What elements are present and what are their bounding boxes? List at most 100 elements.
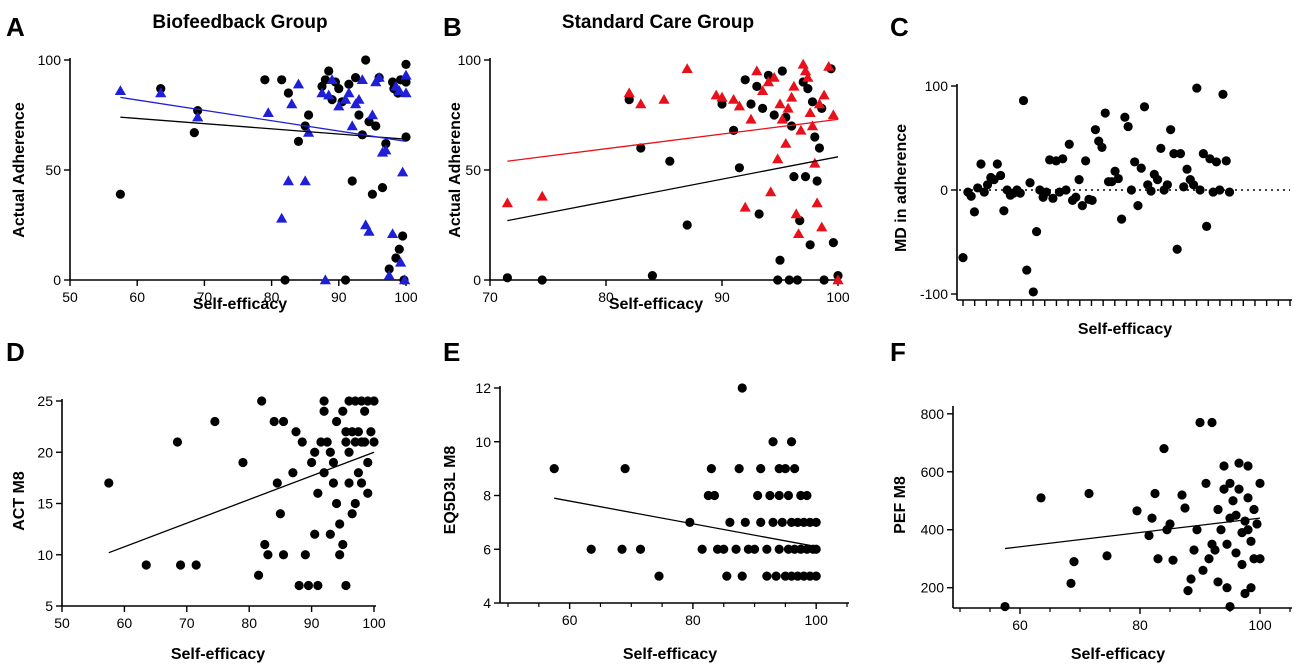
data-point: [1234, 458, 1244, 468]
data-point: [1231, 510, 1241, 520]
data-point-triangle: [395, 256, 407, 267]
data-point: [1139, 102, 1150, 112]
data-point: [344, 79, 354, 89]
chart-title: Standard Care Group: [562, 12, 754, 33]
data-point: [257, 396, 267, 406]
data-point: [706, 464, 717, 474]
x-tick-label: 90: [714, 289, 730, 305]
data-point: [1015, 188, 1025, 198]
data-point: [310, 447, 320, 457]
panel-letter: F: [890, 337, 906, 367]
data-point-triangle: [818, 89, 830, 100]
data-point: [1237, 559, 1247, 570]
data-point: [1202, 221, 1212, 231]
data-point: [777, 66, 787, 76]
y-tick-label: 15: [37, 496, 53, 512]
data-point: [537, 275, 547, 285]
data-point: [1022, 265, 1032, 275]
data-point: [1189, 545, 1199, 555]
data-point: [811, 544, 821, 554]
data-point: [367, 189, 377, 199]
data-point: [364, 117, 374, 127]
data-point: [381, 139, 391, 149]
data-point-triangle: [765, 186, 777, 197]
y-tick-label: 10: [475, 434, 491, 450]
data-point-triangle: [772, 153, 784, 164]
data-point-triangle: [745, 113, 757, 124]
data-point-triangle: [400, 69, 412, 80]
y-axis-label: ACT M8: [11, 471, 28, 531]
x-tick-label: 100: [394, 289, 418, 305]
data-point: [1243, 461, 1253, 471]
data-point: [328, 457, 339, 468]
data-point: [350, 498, 360, 509]
y-tick-label: 25: [37, 393, 53, 409]
data-point: [288, 468, 298, 478]
data-point-triangle: [780, 138, 792, 148]
y-tick-label: 20: [37, 444, 53, 460]
data-point: [307, 457, 317, 468]
data-point-triangle: [768, 72, 780, 82]
data-point: [1255, 478, 1265, 488]
data-point: [1213, 504, 1223, 515]
data-point: [1216, 525, 1226, 535]
data-point-triangle: [373, 72, 385, 82]
data-point: [172, 437, 183, 447]
data-point-triangle: [326, 74, 338, 84]
data-point: [737, 383, 747, 393]
data-point: [325, 447, 335, 457]
data-point-triangle: [386, 228, 399, 238]
data-point: [828, 238, 838, 248]
data-point: [1120, 112, 1130, 122]
x-tick-label: 50: [62, 289, 78, 305]
data-point: [777, 517, 787, 527]
data-point: [1031, 227, 1042, 237]
y-tick-label: 0: [940, 182, 948, 198]
panel-C: C Self-efficacy MD in adherence -100 0 100: [890, 12, 1292, 338]
data-point-triangle: [192, 111, 204, 122]
data-point: [784, 275, 794, 285]
data-point: [1221, 156, 1231, 166]
data-point: [1211, 157, 1222, 167]
data-point-triangle: [292, 78, 305, 89]
data-point: [1225, 478, 1235, 488]
data-point-triangle: [397, 166, 409, 177]
data-point: [1166, 125, 1176, 135]
regression-line: [108, 451, 375, 554]
panel-E: E Self-efficacy EQ5D3L M8 60 80 100 4 6 8 10 12: [442, 337, 849, 663]
data-point-triangle: [823, 61, 835, 71]
data-point: [1198, 149, 1208, 159]
data-point: [1219, 484, 1229, 494]
data-point: [280, 275, 290, 285]
x-axis-label: Self-efficacy: [609, 296, 703, 313]
data-point: [363, 488, 373, 498]
data-point: [253, 570, 264, 580]
data-point: [1183, 586, 1193, 596]
data-point-triangle: [353, 94, 365, 104]
panel-B: B Standard Care Group Self-efficacy Actu…: [443, 12, 850, 313]
data-point: [810, 132, 820, 142]
data-point: [1243, 493, 1253, 503]
data-point: [1210, 545, 1220, 555]
panel-letter: D: [6, 337, 25, 367]
data-point-triangle: [786, 91, 798, 102]
data-point: [1224, 187, 1235, 197]
data-point: [1074, 175, 1084, 185]
data-point: [356, 478, 367, 488]
data-point-triangle: [343, 87, 355, 98]
data-point: [1153, 554, 1163, 564]
data-point: [401, 77, 411, 87]
data-point: [966, 191, 976, 201]
x-tick-label: 100: [826, 289, 850, 305]
data-point-triangle: [710, 89, 722, 100]
data-point: [1087, 195, 1097, 205]
y-tick-label: 50: [45, 162, 61, 178]
data-point-triangle: [811, 197, 823, 208]
data-point: [354, 110, 364, 120]
panel-letter: C: [890, 12, 909, 42]
data-point: [973, 183, 983, 193]
y-tick-label: 100: [925, 78, 949, 94]
data-point: [334, 84, 344, 94]
data-point: [344, 447, 354, 457]
